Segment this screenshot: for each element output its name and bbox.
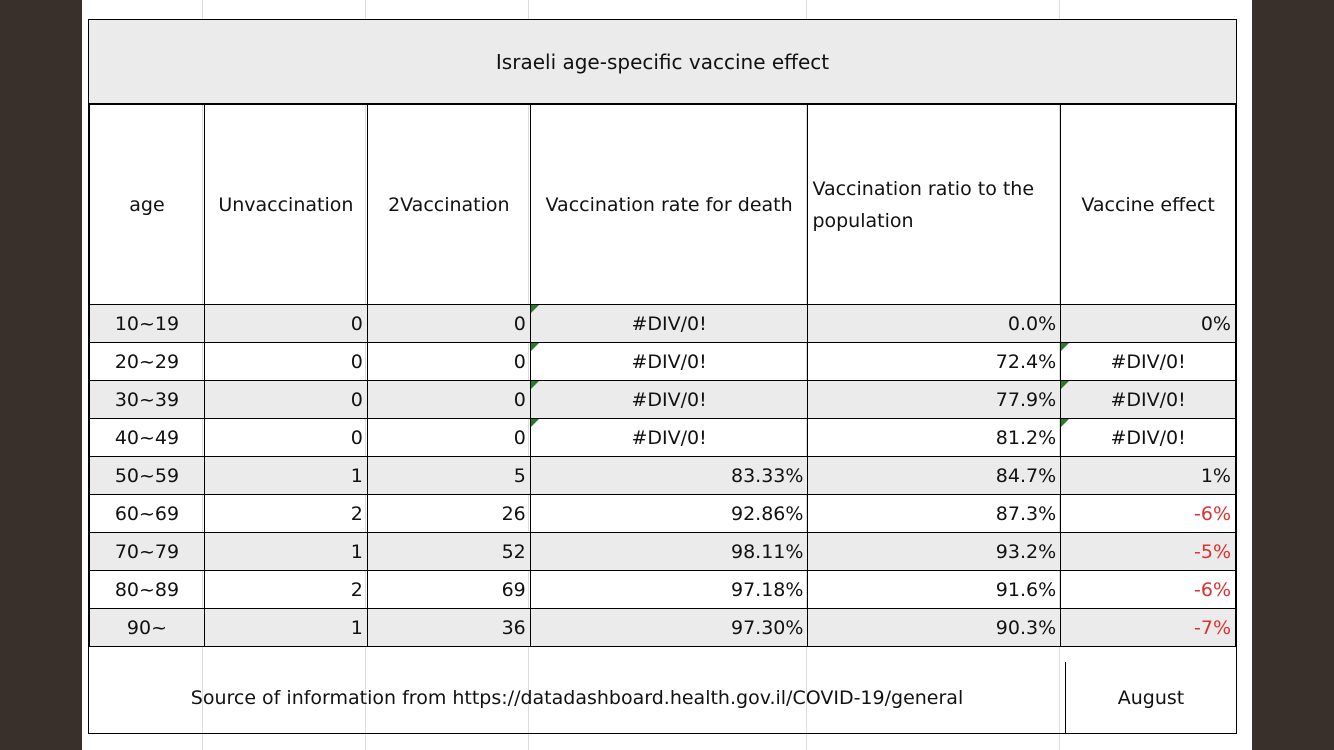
- cell-vaccine-effect[interactable]: -5%: [1060, 532, 1236, 571]
- cell-vaccination-ratio[interactable]: 84.7%: [807, 456, 1062, 495]
- cell-vaccination-rate[interactable]: 97.30%: [529, 608, 809, 647]
- cell-age[interactable]: 70~79: [89, 532, 205, 571]
- cell-unvaccination[interactable]: 1: [203, 456, 368, 495]
- cell-2vaccination[interactable]: 5: [366, 456, 531, 495]
- vaccine-effect-table-box: Israeli age-specific vaccine effect age …: [88, 19, 1237, 734]
- header-2vaccination[interactable]: 2Vaccination: [366, 104, 531, 305]
- cell-age[interactable]: 40~49: [89, 418, 205, 457]
- cell-age[interactable]: 60~69: [89, 494, 205, 533]
- cell-2vaccination[interactable]: 69: [366, 570, 531, 609]
- cell-vaccination-rate[interactable]: #DIV/0!: [529, 418, 809, 457]
- cell-vaccination-ratio[interactable]: 91.6%: [807, 570, 1062, 609]
- cell-vaccination-ratio[interactable]: 90.3%: [807, 608, 1062, 647]
- cell-vaccine-effect[interactable]: #DIV/0!: [1060, 380, 1236, 419]
- cell-vaccination-ratio[interactable]: 0.0%: [807, 304, 1062, 343]
- cell-vaccination-ratio[interactable]: 77.9%: [807, 380, 1062, 419]
- cell-unvaccination[interactable]: 2: [203, 494, 368, 533]
- cell-2vaccination[interactable]: 0: [366, 342, 531, 381]
- cell-2vaccination[interactable]: 0: [366, 304, 531, 343]
- header-vaccine-effect[interactable]: Vaccine effect: [1060, 104, 1236, 305]
- vaccine-effect-table: age Unvaccination 2Vaccination Vaccinati…: [89, 104, 1236, 647]
- cell-2vaccination[interactable]: 0: [366, 380, 531, 419]
- table-row: 90~ 1 36 97.30% 90.3% -7%: [89, 608, 1236, 647]
- cell-age[interactable]: 80~89: [89, 570, 205, 609]
- cell-vaccination-rate[interactable]: 98.11%: [529, 532, 809, 571]
- table-row: 10~19 0 0 #DIV/0! 0.0% 0%: [89, 304, 1236, 343]
- cell-vaccine-effect[interactable]: -7%: [1060, 608, 1236, 647]
- table-row: 70~79 1 52 98.11% 93.2% -5%: [89, 532, 1236, 571]
- table-row: 60~69 2 26 92.86% 87.3% -6%: [89, 494, 1236, 533]
- cell-unvaccination[interactable]: 0: [203, 342, 368, 381]
- cell-unvaccination[interactable]: 0: [203, 380, 368, 419]
- cell-vaccination-rate[interactable]: #DIV/0!: [529, 304, 809, 343]
- table-row: 20~29 0 0 #DIV/0! 72.4% #DIV/0!: [89, 342, 1236, 381]
- table-row: 50~59 1 5 83.33% 84.7% 1%: [89, 456, 1236, 495]
- cell-2vaccination[interactable]: 26: [366, 494, 531, 533]
- source-note[interactable]: Source of information from https://datad…: [89, 662, 1066, 734]
- header-vaccination-ratio-population[interactable]: Vaccination ratio to the population: [807, 104, 1062, 305]
- cell-2vaccination[interactable]: 52: [366, 532, 531, 571]
- cell-vaccine-effect[interactable]: #DIV/0!: [1060, 342, 1236, 381]
- cell-unvaccination[interactable]: 1: [203, 532, 368, 571]
- header-unvaccination[interactable]: Unvaccination: [203, 104, 368, 305]
- month-label[interactable]: August: [1117, 687, 1185, 709]
- cell-2vaccination[interactable]: 36: [366, 608, 531, 647]
- header-vaccination-rate-death[interactable]: Vaccination rate for death: [529, 104, 809, 305]
- cell-age[interactable]: 30~39: [89, 380, 205, 419]
- cell-vaccination-rate[interactable]: 83.33%: [529, 456, 809, 495]
- cell-vaccine-effect[interactable]: -6%: [1060, 494, 1236, 533]
- cell-age[interactable]: 10~19: [89, 304, 205, 343]
- cell-vaccine-effect[interactable]: #DIV/0!: [1060, 418, 1236, 457]
- header-row: age Unvaccination 2Vaccination Vaccinati…: [89, 104, 1236, 305]
- cell-vaccine-effect[interactable]: -6%: [1060, 570, 1236, 609]
- header-age[interactable]: age: [89, 104, 205, 305]
- cell-unvaccination[interactable]: 0: [203, 304, 368, 343]
- cell-unvaccination[interactable]: 1: [203, 608, 368, 647]
- spreadsheet-sheet: Israeli age-specific vaccine effect age …: [82, 0, 1252, 750]
- cell-unvaccination[interactable]: 0: [203, 418, 368, 457]
- table-row: 30~39 0 0 #DIV/0! 77.9% #DIV/0!: [89, 380, 1236, 419]
- cell-age[interactable]: 50~59: [89, 456, 205, 495]
- cell-vaccination-ratio[interactable]: 81.2%: [807, 418, 1062, 457]
- table-row: 40~49 0 0 #DIV/0! 81.2% #DIV/0!: [89, 418, 1236, 457]
- cell-2vaccination[interactable]: 0: [366, 418, 531, 457]
- cell-vaccine-effect[interactable]: 0%: [1060, 304, 1236, 343]
- cell-vaccination-rate[interactable]: 92.86%: [529, 494, 809, 533]
- cell-vaccine-effect[interactable]: 1%: [1060, 456, 1236, 495]
- cell-vaccination-ratio[interactable]: 87.3%: [807, 494, 1062, 533]
- table-row: 80~89 2 69 97.18% 91.6% -6%: [89, 570, 1236, 609]
- cell-vaccination-ratio[interactable]: 93.2%: [807, 532, 1062, 571]
- table-title[interactable]: Israeli age-specific vaccine effect: [89, 20, 1236, 104]
- cell-vaccination-rate[interactable]: #DIV/0!: [529, 380, 809, 419]
- cell-vaccination-ratio[interactable]: 72.4%: [807, 342, 1062, 381]
- cell-unvaccination[interactable]: 2: [203, 570, 368, 609]
- cell-vaccination-rate[interactable]: 97.18%: [529, 570, 809, 609]
- cell-vaccination-rate[interactable]: #DIV/0!: [529, 342, 809, 381]
- table-footer: Source of information from https://datad…: [89, 662, 1236, 734]
- cell-age[interactable]: 20~29: [89, 342, 205, 381]
- cell-age[interactable]: 90~: [89, 608, 205, 647]
